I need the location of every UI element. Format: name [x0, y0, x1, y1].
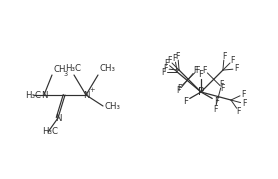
Text: F: F	[195, 66, 200, 75]
Text: F: F	[177, 86, 181, 95]
Text: F: F	[183, 96, 188, 105]
Text: F: F	[161, 68, 165, 77]
Text: F: F	[164, 59, 169, 68]
Text: F: F	[222, 52, 226, 61]
Text: N: N	[41, 91, 47, 100]
Text: H₃C: H₃C	[25, 91, 41, 100]
Text: F: F	[167, 56, 172, 65]
Text: F: F	[177, 84, 181, 93]
Text: N: N	[55, 113, 61, 122]
Text: F: F	[235, 64, 239, 73]
Text: F: F	[220, 80, 224, 89]
Text: CH₃: CH₃	[100, 64, 116, 73]
Text: F: F	[202, 66, 207, 75]
Text: F: F	[242, 99, 247, 108]
Text: F: F	[176, 52, 180, 61]
Text: H₃C: H₃C	[65, 64, 81, 73]
Text: F: F	[163, 64, 167, 73]
Text: F: F	[230, 56, 235, 65]
Text: N: N	[83, 91, 89, 100]
Text: F: F	[213, 105, 217, 114]
Text: H₃C: H₃C	[42, 127, 58, 137]
Text: F: F	[237, 107, 241, 116]
Text: 3: 3	[64, 71, 68, 76]
Text: F: F	[214, 96, 219, 105]
Text: F: F	[241, 90, 246, 99]
Text: F: F	[193, 66, 198, 75]
Text: F: F	[173, 54, 177, 63]
Text: F: F	[221, 84, 225, 93]
Text: P: P	[198, 87, 204, 97]
Text: CH₃: CH₃	[105, 101, 121, 110]
Text: CH: CH	[54, 65, 66, 74]
Text: F: F	[198, 69, 203, 79]
Text: +: +	[89, 87, 95, 93]
